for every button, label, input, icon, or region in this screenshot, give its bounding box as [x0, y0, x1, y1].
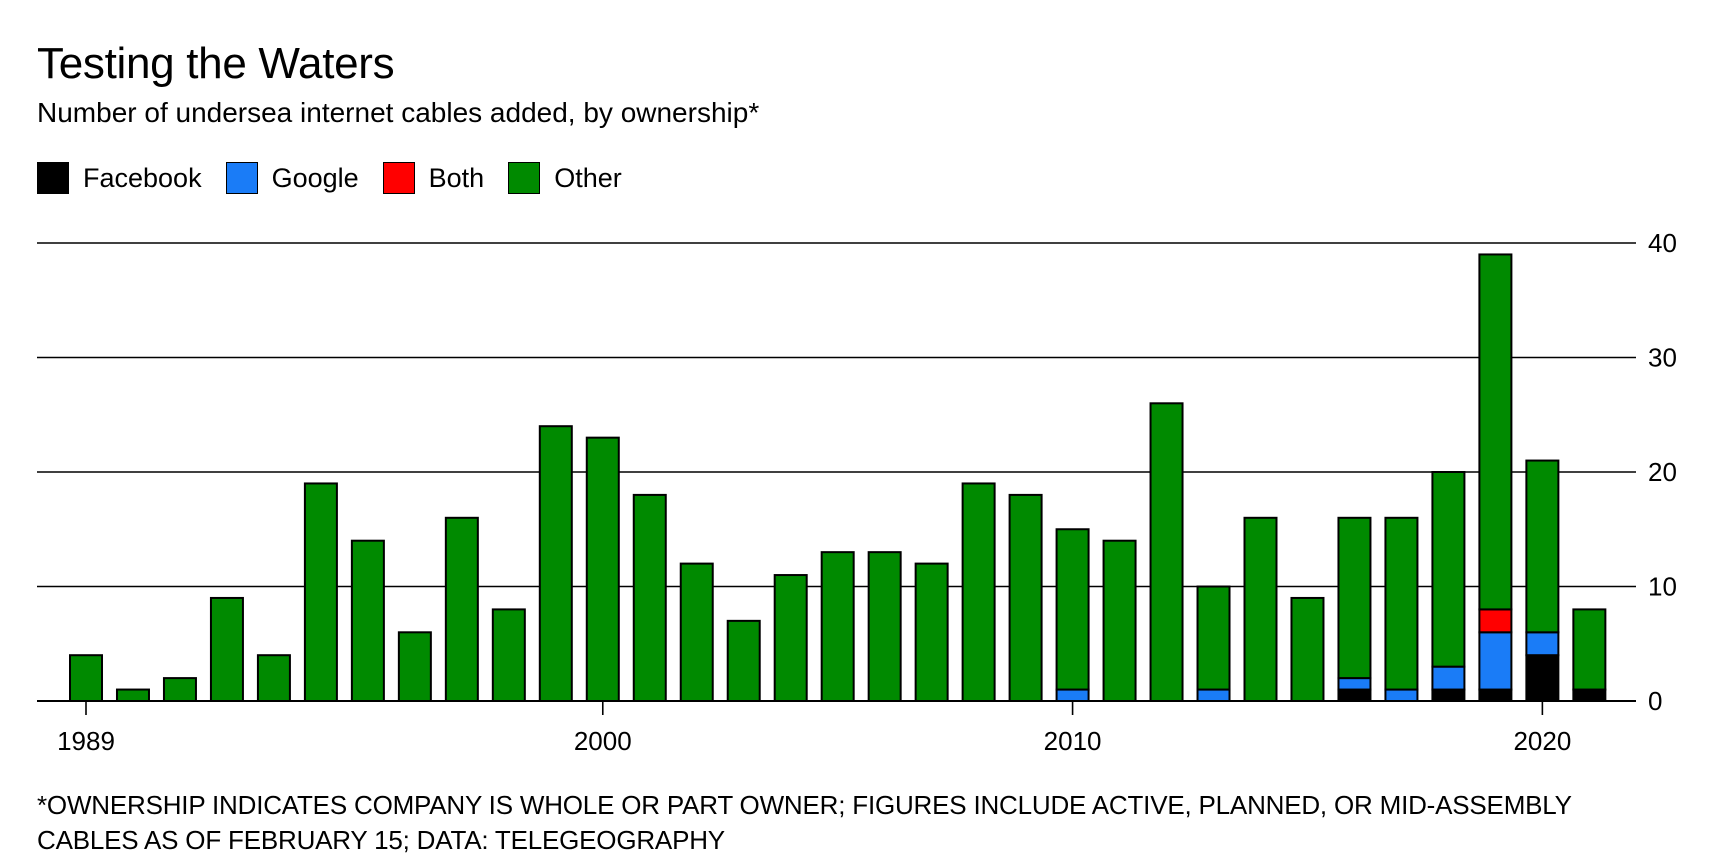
bar-other-2006 — [867, 551, 902, 703]
x-tick-label-2010: 2010 — [1044, 726, 1102, 756]
x-tick-label-2000: 2000 — [574, 726, 632, 756]
legend-swatch-google — [225, 162, 258, 194]
bar-other-2020 — [1525, 459, 1560, 634]
bar-other-1996 — [397, 631, 432, 702]
bar-other-2010 — [1055, 528, 1090, 691]
bar-other-2021 — [1572, 608, 1607, 691]
bar-google-2019 — [1478, 631, 1513, 691]
bar-other-2008 — [961, 482, 996, 703]
bar-other-2011 — [1102, 539, 1137, 703]
bar-other-1991 — [162, 677, 197, 702]
bar-other-1989 — [69, 654, 103, 703]
bar-both-2019 — [1478, 608, 1513, 634]
y-tick-label-10: 10 — [1648, 572, 1677, 602]
legend: Facebook Google Both Other — [37, 161, 646, 195]
bar-other-2016 — [1337, 516, 1372, 680]
legend-item-other: Other — [508, 162, 622, 194]
legend-item-facebook: Facebook — [37, 162, 202, 194]
bar-other-1990 — [115, 688, 150, 702]
bar-other-2012 — [1149, 402, 1184, 702]
bar-other-1992 — [209, 596, 244, 703]
chart-subtitle: Number of undersea internet cables added… — [37, 97, 760, 128]
y-tick-label-40: 40 — [1648, 228, 1677, 258]
bar-other-2000 — [585, 436, 620, 702]
legend-label-other: Other — [554, 163, 622, 193]
bar-other-2001 — [632, 493, 667, 702]
bar-other-1993 — [256, 654, 291, 703]
bar-other-2005 — [820, 551, 855, 703]
x-tick-label-2020: 2020 — [1513, 726, 1571, 756]
legend-swatch-both — [382, 162, 415, 194]
bar-other-2014 — [1243, 516, 1278, 702]
bar-other-1997 — [444, 516, 479, 702]
bar-other-2018 — [1431, 471, 1466, 668]
bar-other-2015 — [1290, 596, 1325, 703]
bar-other-2003 — [726, 619, 761, 702]
bar-google-2016 — [1337, 677, 1372, 691]
chart-title: Testing the Waters — [37, 39, 395, 88]
bar-other-2009 — [1008, 493, 1043, 702]
bar-other-2002 — [679, 562, 714, 702]
bar-other-2013 — [1196, 585, 1231, 691]
bar-google-2013 — [1196, 688, 1231, 702]
legend-label-both: Both — [428, 163, 485, 193]
legend-swatch-facebook — [37, 162, 69, 194]
bar-facebook-2018 — [1431, 688, 1466, 702]
y-tick-label-20: 20 — [1648, 457, 1677, 487]
bar-facebook-2020 — [1525, 654, 1560, 703]
y-tick-label-0: 0 — [1648, 686, 1662, 716]
bar-facebook-2019 — [1478, 688, 1513, 702]
legend-swatch-other — [508, 162, 541, 194]
bar-other-1995 — [350, 539, 385, 703]
legend-item-google: Google — [225, 162, 359, 194]
bar-other-1994 — [303, 482, 338, 703]
legend-label-google: Google — [271, 163, 359, 193]
bar-other-1998 — [491, 608, 526, 703]
y-tick-label-30: 30 — [1648, 343, 1677, 373]
bar-google-2010 — [1055, 688, 1090, 702]
x-tick-label-1989: 1989 — [57, 726, 115, 756]
bar-google-2018 — [1431, 665, 1466, 691]
bar-other-2004 — [773, 574, 808, 702]
bar-google-2017 — [1384, 688, 1419, 702]
bar-facebook-2021 — [1572, 688, 1607, 702]
legend-label-facebook: Facebook — [83, 163, 202, 193]
footnote: *OWNERSHIP INDICATES COMPANY IS WHOLE OR… — [37, 790, 1572, 855]
bar-other-1999 — [538, 425, 573, 702]
legend-item-both: Both — [382, 162, 485, 194]
bar-facebook-2016 — [1337, 688, 1372, 702]
bar-other-2017 — [1384, 516, 1419, 691]
bar-other-2007 — [914, 562, 949, 702]
bar-other-2019 — [1478, 253, 1513, 611]
bar-google-2020 — [1525, 631, 1560, 657]
